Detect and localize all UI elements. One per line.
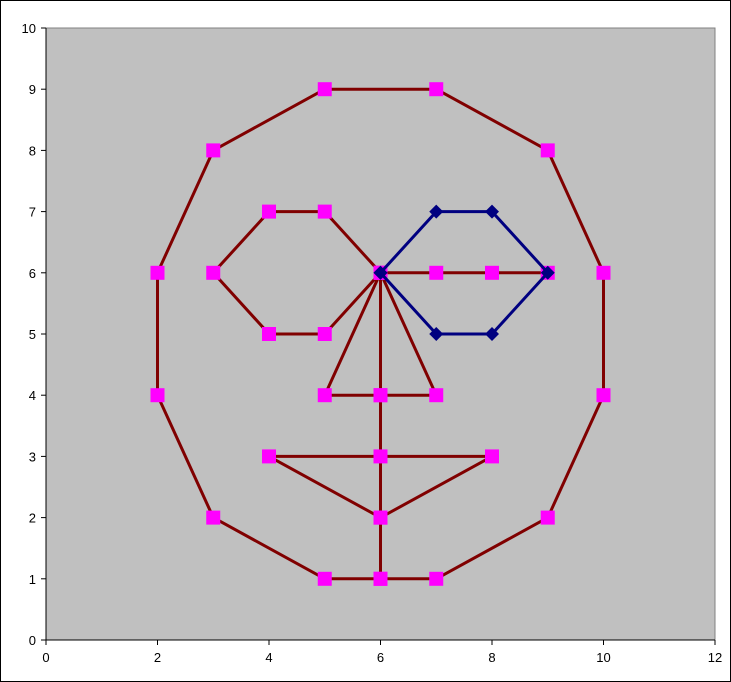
data-point xyxy=(429,82,444,97)
series-layer xyxy=(150,82,611,586)
data-point xyxy=(485,204,499,219)
data-point xyxy=(150,265,165,280)
data-point xyxy=(262,204,276,219)
data-point xyxy=(206,265,221,280)
data-point xyxy=(429,204,444,219)
series-2 xyxy=(373,204,555,341)
data-point xyxy=(373,388,388,403)
data-point xyxy=(540,510,555,525)
data-point xyxy=(596,265,611,280)
x-tick-label: 0 xyxy=(42,650,49,665)
y-tick-label: 4 xyxy=(29,388,36,403)
x-tick-label: 4 xyxy=(265,650,272,665)
data-point xyxy=(206,143,221,158)
x-axis: 0 2 4 6 8 10 12 xyxy=(42,639,722,665)
data-point xyxy=(373,265,388,280)
x-tick-label: 8 xyxy=(488,650,495,665)
y-tick-label: 7 xyxy=(29,205,36,220)
y-tick-label: 1 xyxy=(29,572,36,587)
y-axis: 0 1 2 3 4 5 6 7 8 9 10 xyxy=(22,21,47,648)
y-tick-label: 9 xyxy=(29,82,36,97)
data-point xyxy=(429,388,444,403)
data-point xyxy=(150,388,165,403)
x-tick-label: 2 xyxy=(154,650,161,665)
data-point xyxy=(485,327,499,341)
data-point xyxy=(596,388,611,403)
x-tick-label: 12 xyxy=(708,650,722,665)
x-tick-label: 10 xyxy=(596,650,610,665)
y-tick-label: 6 xyxy=(29,266,36,281)
data-point xyxy=(317,388,332,403)
data-point xyxy=(262,449,276,464)
y-tick-label: 10 xyxy=(22,21,36,36)
data-point xyxy=(262,327,276,341)
y-tick-label: 3 xyxy=(29,449,36,464)
data-point xyxy=(317,82,332,97)
data-point xyxy=(429,571,444,586)
data-point xyxy=(429,327,444,341)
data-point xyxy=(429,265,444,280)
series-1-line xyxy=(156,87,605,581)
data-point xyxy=(373,510,388,525)
data-point xyxy=(317,571,332,586)
data-point xyxy=(485,449,499,464)
x-tick-label: 6 xyxy=(377,650,384,665)
data-point xyxy=(317,327,332,341)
data-point xyxy=(373,571,388,586)
data-point xyxy=(485,265,499,280)
data-point xyxy=(206,510,221,525)
data-point xyxy=(373,449,388,464)
y-tick-label: 2 xyxy=(29,511,36,526)
y-tick-label: 0 xyxy=(29,633,36,648)
y-tick-label: 5 xyxy=(29,327,36,342)
y-tick-label: 8 xyxy=(29,143,36,158)
data-point xyxy=(540,265,555,280)
data-point xyxy=(317,204,332,219)
data-point xyxy=(540,143,555,158)
